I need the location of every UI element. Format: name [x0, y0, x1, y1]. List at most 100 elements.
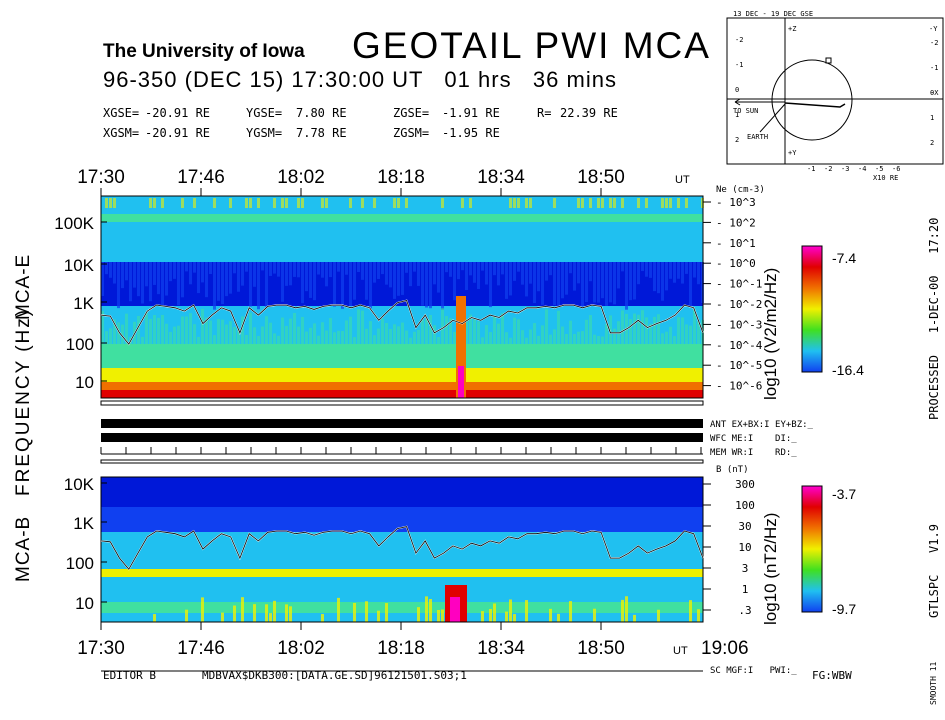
- mca-e-noise: [261, 262, 264, 271]
- mca-e-noise: [265, 262, 268, 308]
- orbit-y-tick-right: -1: [930, 64, 939, 72]
- mca-e-noise: [173, 262, 176, 279]
- mca-e-noise: [293, 312, 296, 344]
- orbit-title: 13 DEC - 19 DEC GSE: [733, 10, 814, 18]
- bottom-time-end: 19:06: [701, 638, 749, 659]
- mca-e-noise: [593, 334, 596, 344]
- mca-e-noise: [413, 331, 416, 344]
- mca-e-noise: [329, 318, 332, 344]
- mca-e-noise: [265, 316, 268, 344]
- mca-e-noise: [385, 262, 388, 285]
- mca-e-ytick: 10K: [64, 256, 95, 275]
- mca-e-noise: [325, 198, 328, 208]
- mca-e-noise: [321, 198, 324, 208]
- mca-e-noise: [425, 319, 428, 344]
- mca-b-band-2: [101, 532, 703, 569]
- b-axis-label: B (nT): [716, 465, 749, 475]
- mca-e-noise: [561, 262, 564, 299]
- mca-e-noise: [205, 317, 208, 344]
- mca-e-noise: [689, 325, 692, 344]
- mca-e-noise: [153, 198, 156, 208]
- mca-e-noise: [209, 320, 212, 344]
- mca-e-noise: [505, 262, 508, 299]
- mca-e-noise: [157, 262, 160, 295]
- mca-e-noise: [597, 198, 600, 208]
- mca-e-noise: [469, 314, 472, 344]
- r-label: R=: [537, 106, 552, 120]
- mca-e-noise: [273, 333, 276, 344]
- mca-e-noise: [101, 310, 104, 344]
- mca-e-noise: [313, 262, 316, 301]
- mca-e-noise: [157, 317, 160, 344]
- mca-e-noise: [441, 262, 444, 310]
- mca-e-noise: [301, 316, 304, 344]
- antenna-bar: [101, 419, 703, 428]
- mca-e-noise: [229, 198, 232, 208]
- mca-e-noise: [273, 198, 276, 208]
- mca-e-noise: [513, 317, 516, 344]
- orbit-x-tick: -4: [858, 165, 867, 173]
- mca-b-noise: [569, 601, 572, 622]
- bottom-time-unit: UT: [673, 645, 688, 657]
- mca-e-noise: [317, 262, 320, 275]
- mca-e-noise: [453, 262, 456, 301]
- mca-b-noise: [689, 600, 692, 622]
- top-time-label: 17:46: [177, 167, 225, 188]
- mca-e-noise: [309, 327, 312, 344]
- mca-e-noise: [649, 323, 652, 344]
- mca-e-noise: [493, 262, 496, 276]
- mca-e-noise: [149, 318, 152, 344]
- mca-b-ytick: 100: [66, 554, 94, 573]
- version-label: GTLSPC V1.9: [927, 524, 941, 618]
- status-row-mem: MEM WR:I RD:_: [710, 448, 797, 458]
- mca-e-noise: [141, 336, 144, 344]
- mca-e-noise: [573, 262, 576, 291]
- mca-e-noise: [509, 337, 512, 344]
- mca-b-noise: [633, 614, 636, 622]
- smooth-label: SMOOTH 11: [929, 661, 938, 705]
- mca-e-noise: [521, 330, 524, 344]
- mca-e-noise: [381, 262, 384, 275]
- mca-b-band-3: [101, 569, 703, 577]
- mca-e-noise: [497, 262, 500, 286]
- mca-b-noise: [337, 597, 340, 622]
- mca-e-noise: [613, 198, 616, 208]
- mca-e-burst: [456, 296, 466, 398]
- mca-e-noise: [621, 262, 624, 272]
- mca-e-noise: [297, 326, 300, 344]
- frequency-axis-label: FREQUENCY (Hz): [13, 307, 34, 496]
- mca-e-noise: [621, 310, 624, 344]
- mca-b-ytick: 10K: [64, 475, 95, 494]
- mca-e-noise: [329, 262, 332, 278]
- mca-e-noise: [501, 313, 504, 344]
- mca-e-noise: [397, 326, 400, 344]
- mca-e-noise: [657, 314, 660, 344]
- mca-b-spectrogram: [101, 477, 703, 622]
- mca-b-noise: [621, 599, 624, 622]
- top-time-unit: UT: [675, 174, 690, 186]
- mca-e-noise: [277, 262, 280, 277]
- top-time-label: 18:02: [277, 167, 325, 188]
- mca-e-noise: [129, 262, 132, 302]
- mca-e-noise: [509, 198, 512, 208]
- mca-e-ytick: 100: [66, 335, 94, 354]
- mca-e-noise: [349, 316, 352, 344]
- mca-e-noise: [573, 334, 576, 344]
- mca-e-noise: [325, 330, 328, 344]
- mca-e-noise: [673, 262, 676, 283]
- mca-e-noise: [333, 332, 336, 344]
- mca-e-noise: [581, 198, 584, 208]
- orbit-axis-right-top: -Y: [929, 25, 938, 33]
- status-row-sc: SC MGF:I PWI:_: [710, 666, 797, 676]
- mca-e-noise: [525, 337, 528, 344]
- mca-e-noise: [629, 262, 632, 301]
- mca-b-noise: [493, 603, 496, 622]
- mca-e-noise: [677, 317, 680, 344]
- mca-e-noise: [349, 262, 352, 307]
- mca-e-noise: [485, 262, 488, 285]
- mca-e-noise: [633, 262, 636, 300]
- mca-b-noise: [153, 614, 156, 622]
- mca-b-noise: [265, 604, 268, 622]
- mca-e-noise: [569, 262, 572, 274]
